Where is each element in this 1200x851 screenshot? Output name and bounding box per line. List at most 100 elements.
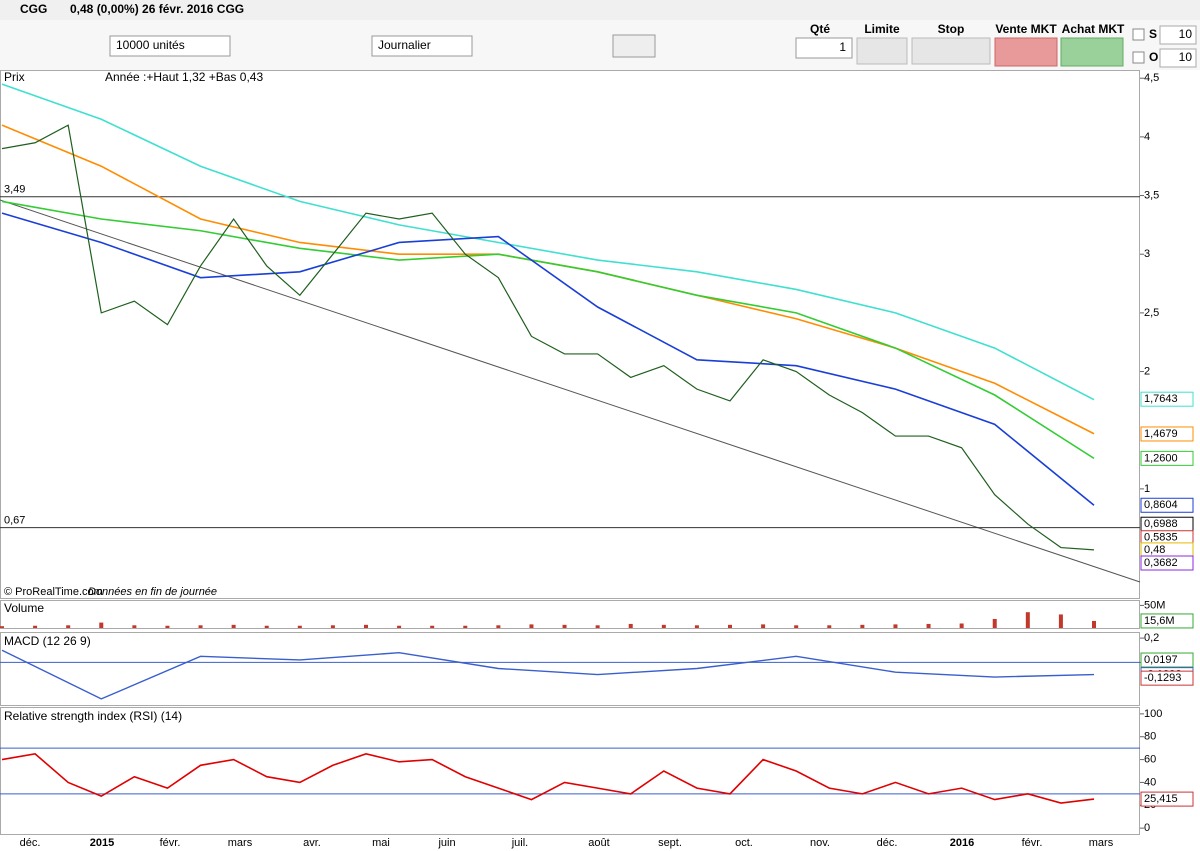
price-tag-label: 0,3682 bbox=[1144, 557, 1178, 569]
price-tag bbox=[1140, 497, 1194, 513]
buy-label: Achat MKT bbox=[1062, 22, 1125, 36]
volume-bar bbox=[165, 625, 170, 628]
y-tick-label: 0 bbox=[1144, 822, 1150, 834]
price-tag bbox=[1140, 555, 1194, 571]
y-tick-label: 3,5 bbox=[1144, 189, 1159, 201]
o-value: 10 bbox=[1179, 50, 1193, 64]
price-tag-label: 25,415 bbox=[1144, 793, 1178, 805]
s-input[interactable] bbox=[1159, 25, 1197, 45]
x-label: août bbox=[588, 837, 609, 849]
volume-bar bbox=[463, 625, 468, 628]
symbol: CGG bbox=[20, 2, 47, 16]
s-checkbox[interactable] bbox=[1132, 28, 1145, 41]
x-label: sept. bbox=[658, 837, 682, 849]
header-bar bbox=[0, 0, 1200, 20]
volume-title: Volume bbox=[4, 601, 44, 615]
volume-panel bbox=[0, 600, 1140, 629]
price-tag bbox=[1140, 450, 1194, 466]
volume-bar bbox=[628, 623, 633, 628]
o-checkbox[interactable] bbox=[1132, 51, 1145, 64]
price-tag-label: 15,6M bbox=[1144, 615, 1175, 627]
indicator-button[interactable] bbox=[612, 34, 656, 58]
moving-average bbox=[1, 83, 1095, 401]
macd-line bbox=[1, 649, 1095, 700]
volume-bar bbox=[860, 624, 865, 628]
y-tick-label: 0,2 bbox=[1144, 632, 1159, 644]
volume-bar bbox=[364, 624, 368, 628]
volume-bar bbox=[1092, 620, 1096, 628]
sell-button[interactable] bbox=[994, 37, 1058, 67]
price-tag-label: 0,0197 bbox=[1144, 654, 1178, 666]
volume-bar bbox=[661, 624, 666, 628]
price-tag-label: 0,48 bbox=[1144, 544, 1165, 556]
price-info: Année :+Haut 1,32 +Bas 0,43 bbox=[105, 70, 263, 84]
o-label: O bbox=[1149, 50, 1158, 64]
period-select[interactable] bbox=[371, 35, 473, 57]
x-label: juil. bbox=[511, 837, 529, 849]
y-tick-label: 60 bbox=[1144, 753, 1156, 765]
qty-input-value: 1 bbox=[839, 40, 846, 54]
y-tick-label: 2 bbox=[1144, 365, 1150, 377]
price-tag bbox=[1140, 670, 1194, 686]
x-label: févr. bbox=[1022, 837, 1043, 849]
price-tag-label: 0,6988 bbox=[1144, 518, 1178, 530]
x-label: 2015 bbox=[90, 837, 114, 849]
x-label: mai bbox=[372, 837, 390, 849]
macd-panel bbox=[0, 632, 1140, 706]
price-tag-label: 1,7643 bbox=[1144, 393, 1178, 405]
volume-bar bbox=[794, 625, 799, 628]
volume-bar bbox=[694, 625, 699, 628]
rsi-line bbox=[1, 753, 1095, 804]
level-label: 3,49 bbox=[4, 184, 25, 196]
copyright: © ProRealTime.com bbox=[4, 586, 103, 598]
limit-label: Limite bbox=[864, 22, 900, 36]
volume-bar bbox=[264, 625, 269, 628]
volume-bar bbox=[529, 624, 534, 628]
volume-bar bbox=[827, 625, 832, 628]
stop-button[interactable] bbox=[911, 37, 991, 65]
close-line bbox=[1, 124, 1095, 551]
volume-bar bbox=[562, 624, 567, 628]
trendline bbox=[0, 199, 1141, 583]
volume-bar bbox=[992, 618, 997, 628]
y-tick-label: 100 bbox=[1144, 708, 1162, 720]
s-label: S bbox=[1149, 27, 1157, 41]
price-tag bbox=[1140, 426, 1194, 442]
period-value: Journalier bbox=[378, 38, 431, 52]
volume-bar bbox=[926, 623, 931, 628]
moving-average bbox=[1, 200, 1095, 460]
sell-label: Vente MKT bbox=[995, 22, 1057, 36]
rsi-title: Relative strength index (RSI) (14) bbox=[4, 709, 182, 723]
limit-button[interactable] bbox=[856, 37, 908, 65]
buy-button[interactable] bbox=[1060, 37, 1124, 67]
price-tag-label: 1,4679 bbox=[1144, 428, 1178, 440]
price-tag bbox=[1140, 391, 1194, 407]
y-tick-label: 3 bbox=[1144, 248, 1150, 260]
volume-bar bbox=[1058, 614, 1063, 628]
moving-average bbox=[1, 212, 1095, 506]
x-label: déc. bbox=[877, 837, 898, 849]
price-tag-label: -0,1293 bbox=[1144, 672, 1181, 684]
volume-bar bbox=[1025, 612, 1030, 628]
volume-bar bbox=[33, 625, 38, 628]
volume-bar bbox=[595, 625, 600, 628]
qty-input[interactable] bbox=[795, 37, 853, 59]
x-label: nov. bbox=[810, 837, 830, 849]
x-label: mars bbox=[228, 837, 253, 849]
volume-bar bbox=[0, 626, 4, 628]
price-tag-label: 0,5835 bbox=[1144, 532, 1178, 544]
price-tag bbox=[1140, 791, 1194, 807]
quantity-select[interactable] bbox=[109, 35, 231, 57]
x-label: juin bbox=[437, 837, 455, 849]
o-input[interactable] bbox=[1159, 48, 1197, 68]
y-tick-label: 4,5 bbox=[1144, 72, 1159, 84]
y-tick-label: 80 bbox=[1144, 731, 1156, 743]
y-tick-label: 1 bbox=[1144, 483, 1150, 495]
price-tag bbox=[1140, 613, 1194, 629]
y-tick-label: 40 bbox=[1144, 776, 1156, 788]
qty-label: Qté bbox=[810, 22, 830, 36]
quantity-value: 10000 unités bbox=[116, 38, 185, 52]
y-tick-label: 4 bbox=[1144, 131, 1150, 143]
stop-label: Stop bbox=[938, 22, 965, 36]
